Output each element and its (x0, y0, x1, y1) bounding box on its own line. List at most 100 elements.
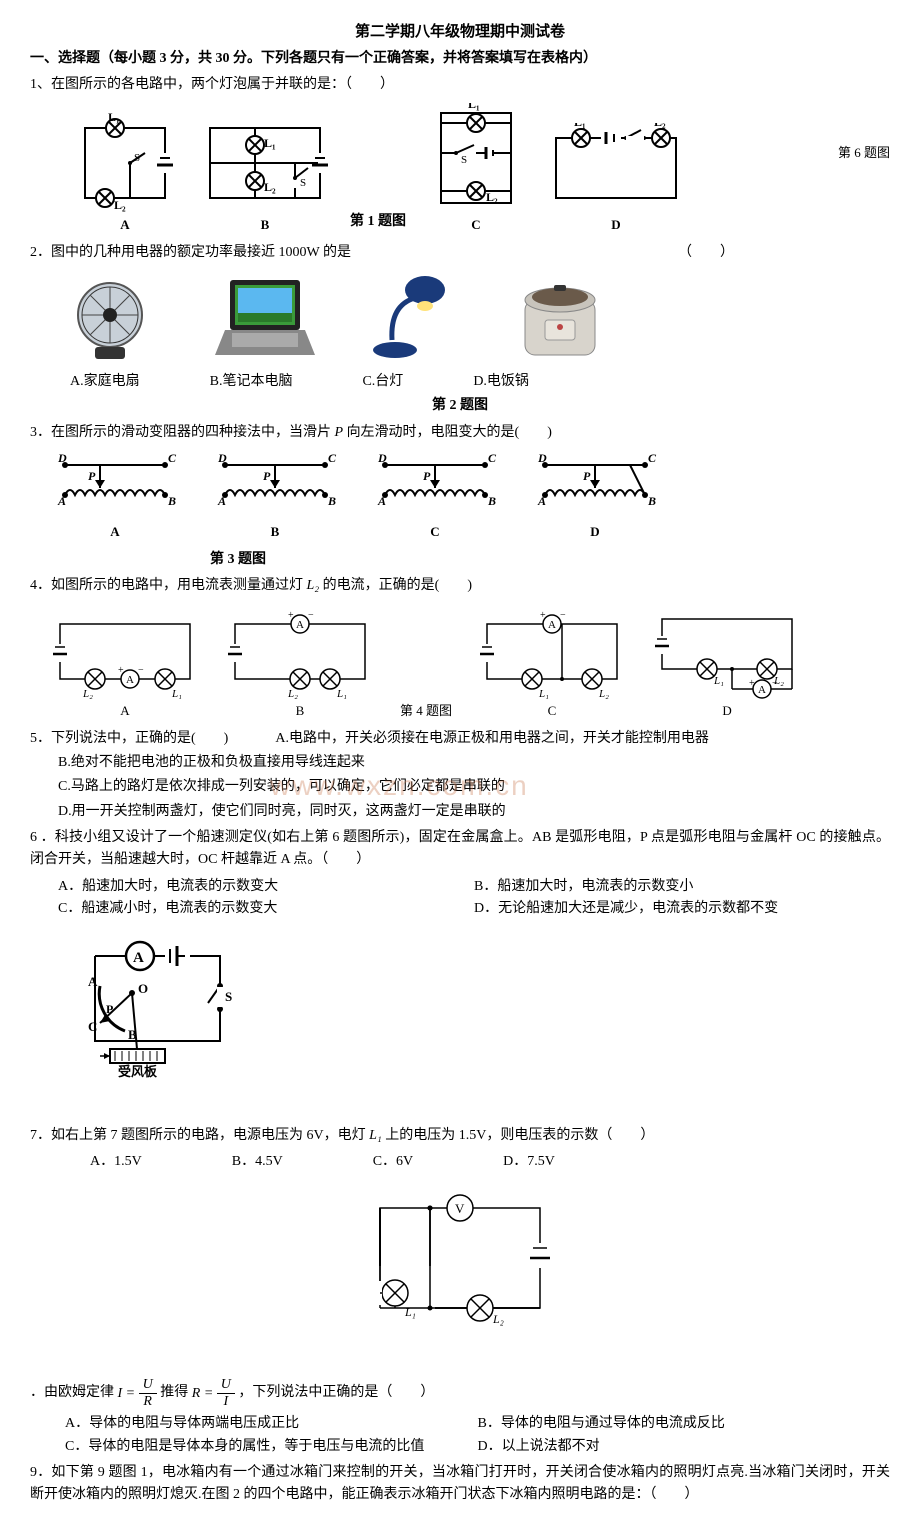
svg-text:S: S (461, 154, 467, 166)
svg-text:B: B (167, 494, 176, 508)
q2-fig-fan (60, 275, 160, 365)
q1-fig-d: L₁ L₂ D (546, 123, 686, 236)
svg-text:+: + (288, 610, 294, 621)
section-1-header: 一、选择题（每小题 3 分，共 30 分。下列各题只有一个正确答案，并将答案填写… (30, 48, 890, 70)
q6-opt-b: B．船速加大时，电流表的示数变小 (474, 876, 890, 898)
q8-opt-b: B．导体的电阻与通过导体的电流成反比 (478, 1413, 891, 1435)
svg-text:C: C (648, 451, 657, 465)
question-1: 1、在图所示的各电路中，两个灯泡属于并联的是：（ ） (30, 74, 890, 96)
svg-text:L₁: L₁ (171, 688, 182, 699)
rheostat-b: D C A B P (210, 450, 340, 520)
svg-text:A: A (88, 974, 98, 989)
svg-text:P: P (583, 469, 591, 483)
q5-opt-c: C.马路上的路灯是依次排成一列安装的，可以确定，它们必定都是串联的 (58, 779, 505, 794)
svg-text:L₂: L₂ (486, 190, 498, 204)
q3-label-d: D (590, 522, 599, 543)
q8-opt-a: A．导体的电阻与导体两端电压成正比 (65, 1413, 478, 1435)
q3-figure-row: D C A B P A D C A B P B (30, 450, 890, 543)
svg-text:A: A (217, 494, 226, 508)
q7-text-a: 7．如右上第 7 题图所示的电路，电源电压为 6V，电灯 (30, 1128, 369, 1143)
q8-opts-1: A．导体的电阻与导体两端电压成正比 B．导体的电阻与通过导体的电流成反比 (30, 1413, 890, 1435)
q6-options: A．船速加大时，电流表的示数变大 B．船速加大时，电流表的示数变小 (30, 876, 890, 898)
q8-text-c: ，下列说法中正确的是（ ） (238, 1386, 434, 1401)
q1-label-c: C (471, 215, 480, 236)
q7-svg: V (360, 1188, 560, 1328)
q3-fig-a: D C A B P A (50, 450, 180, 543)
q3-fig-d: D C A B P D (530, 450, 660, 543)
q6-opt-c: C．船速减小时，电流表的示数变大 (58, 898, 474, 920)
q3-fig-b: D C A B P B (210, 450, 340, 543)
svg-text:L₂: L₂ (287, 688, 298, 699)
rheostat-d: D C A B P (530, 450, 660, 520)
cooker-svg (510, 275, 610, 365)
svg-text:P: P (263, 469, 271, 483)
q4-fig-d: L₁ L₂ A +− D (652, 604, 802, 722)
q3-p: P (335, 425, 344, 440)
svg-text:D: D (537, 451, 547, 465)
laptop-svg (210, 275, 320, 365)
q4-fig-b: A +− L₂ L₁ B (225, 609, 375, 722)
svg-text:L₁: L₁ (108, 113, 120, 124)
q3-text-b: 向左滑动时，电阻变大的是( ) (343, 425, 552, 440)
q6-svg: A S A B O P C 受风板 (70, 931, 250, 1081)
q5-text: 5．下列说法中，正确的是( ) (30, 731, 228, 746)
svg-text:L₁: L₁ (264, 136, 276, 150)
question-7: 7．如右上第 7 题图所示的电路，电源电压为 6V，电灯 L₁ 上的电压为 1.… (30, 1125, 890, 1147)
q1-figure-row: L₁ S L₂ A (30, 103, 890, 236)
circuit-b-svg: L₁ L₂ S (200, 113, 330, 213)
q6-opt-d: D．无论船速加大还是减少，电流表的示数都不变 (474, 898, 890, 920)
question-5: 5．下列说法中，正确的是( ) A.电路中，开关必须接在电源正极和用电器之间，开… (30, 728, 890, 824)
svg-text:−: − (772, 678, 778, 689)
svg-text:+: + (540, 610, 546, 621)
svg-text:−: − (138, 665, 144, 676)
q3-label-b: B (271, 522, 280, 543)
svg-text:C: C (328, 451, 337, 465)
q1-label-a: A (120, 215, 129, 236)
svg-text:L₁: L₁ (538, 688, 549, 699)
q4-text-b: 的电流，正确的是( ) (319, 578, 472, 593)
svg-text:A: A (537, 494, 546, 508)
q1-fig-a: L₁ S L₂ A (70, 113, 180, 236)
q8-formula-1: I = UR (118, 1386, 161, 1401)
circuit-d-svg: L₁ L₂ (546, 123, 686, 213)
svg-text:L₁: L₁ (468, 103, 480, 111)
q8-opt-d: D．以上说法都不对 (478, 1436, 891, 1458)
svg-text:A: A (133, 950, 144, 966)
q8-opts-2: C．导体的电阻是导体本身的属性，等于电压与电流的比值 D．以上说法都不对 (30, 1436, 890, 1458)
q6-side-caption: 第 6 题图 (838, 143, 890, 164)
svg-text:B: B (487, 494, 496, 508)
svg-text:A: A (758, 684, 766, 696)
q4-fig-c: A +− L₁ L₂ C (477, 609, 627, 722)
svg-text:B: B (327, 494, 336, 508)
q7-opt-a: A．1.5V (90, 1151, 142, 1173)
svg-text:A: A (126, 674, 134, 686)
svg-text:P: P (106, 1002, 113, 1016)
question-6: 6 ．科技小组又设计了一个船速测定仪(如右上第 6 题图所示)，固定在金属盒上。… (30, 827, 890, 872)
svg-text:L₂: L₂ (114, 198, 126, 212)
circuit-c-svg: L₁ S L₂ (426, 103, 526, 213)
q7-opt-d: D．7.5V (503, 1151, 555, 1173)
rheostat-c: D C A B P (370, 450, 500, 520)
exam-title: 第二学期八年级物理期中测试卷 (30, 20, 890, 44)
svg-text:O: O (138, 981, 148, 996)
svg-text:+: + (118, 665, 124, 676)
q2-options: A.家庭电扇 B.笔记本电脑 C.台灯 D.电饭锅 (30, 371, 890, 393)
q4-l2: L₂ (307, 578, 320, 593)
q7-figure: V (30, 1188, 890, 1328)
q2-figure-row (30, 270, 890, 365)
q1-fig-b: L₁ L₂ S B (200, 113, 330, 236)
q4-circuit-b: A +− L₂ L₁ (225, 609, 375, 699)
q2-opt-a: A.家庭电扇 (70, 371, 140, 393)
q4-figure-row: L₂ A +− L₁ A A +− L₂ (30, 604, 890, 722)
q4-circuit-a: L₂ A +− L₁ (50, 609, 200, 699)
q4-fig-a: L₂ A +− L₁ A (50, 609, 200, 722)
question-3: 3．在图所示的滑动变阻器的四种接法中，当滑片 P 向左滑动时，电阻变大的是( ) (30, 422, 890, 444)
q2-fig-cooker (510, 275, 610, 365)
q6-opt-a: A．船速加大时，电流表的示数变大 (58, 876, 474, 898)
q3-text-a: 3．在图所示的滑动变阻器的四种接法中，当滑片 (30, 425, 335, 440)
svg-text:L₁: L₁ (336, 688, 347, 699)
svg-text:−: − (560, 610, 566, 621)
question-4: 4．如图所示的电路中，用电流表测量通过灯 L₂ 的电流，正确的是( ) (30, 575, 890, 597)
svg-text:−: − (308, 610, 314, 621)
svg-text:C: C (88, 1019, 97, 1034)
